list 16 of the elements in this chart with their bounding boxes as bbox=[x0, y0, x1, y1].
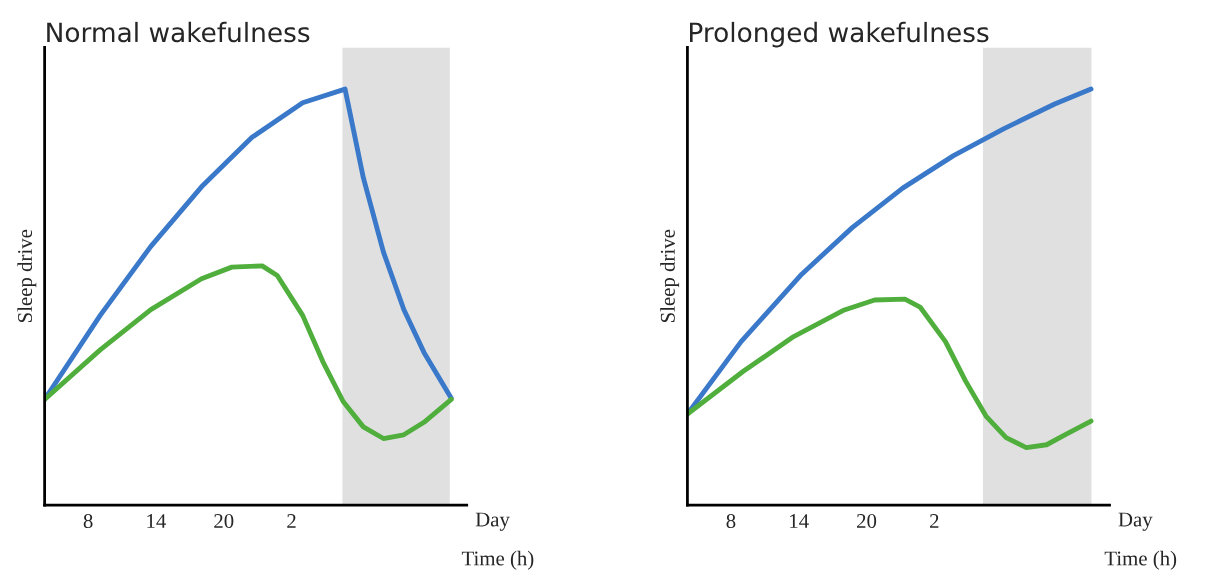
chart-title: Normal wakefulness bbox=[47, 21, 310, 43]
x-tick-label: 8 bbox=[83, 514, 93, 529]
y-axis-title: Sleep drive bbox=[17, 229, 37, 323]
x-tick-label: 2 bbox=[287, 514, 296, 528]
text: Day bbox=[1118, 512, 1153, 531]
x-axis-title: Time (h) bbox=[461, 550, 534, 570]
y-axis-title: Sleep drive bbox=[660, 229, 680, 323]
x-tick-label: 14 bbox=[147, 514, 167, 528]
x-tick-label: 20 bbox=[214, 514, 234, 529]
text: Day bbox=[475, 512, 510, 531]
x-tick-label: 20 bbox=[857, 514, 877, 529]
chart-title: Prolonged wakefulness bbox=[690, 21, 989, 48]
x-tick-label: 14 bbox=[790, 514, 809, 528]
x-axis-title: Time (h) bbox=[1104, 550, 1177, 570]
x-tick-label: 8 bbox=[726, 514, 736, 529]
x-tick-label: 2 bbox=[930, 514, 939, 528]
